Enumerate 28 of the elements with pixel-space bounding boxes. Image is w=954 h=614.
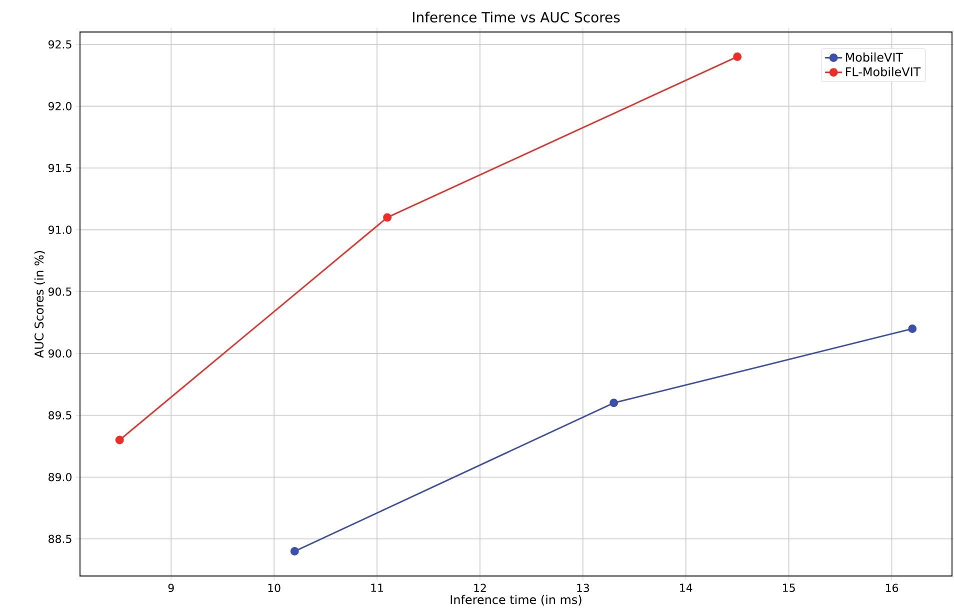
x-axis-title: Inference time (in ms) — [450, 594, 582, 606]
y-tick-label: 89.0 — [48, 472, 72, 482]
x-tick-label: 11 — [371, 584, 383, 592]
y-tick-label: 90.0 — [48, 349, 72, 358]
x-tick-label: 12 — [474, 584, 486, 592]
y-tick-label: 88.5 — [48, 534, 72, 544]
point — [610, 398, 618, 408]
y-tick-label: 91.5 — [48, 164, 72, 172]
x-tick-label: 14 — [680, 584, 692, 592]
x-tick-label: 15 — [783, 584, 795, 592]
legend-label: MobileVIT — [846, 52, 904, 62]
x-tick-label: 9 — [168, 584, 174, 592]
chart-title: Inference Time vs AUC Scores — [413, 12, 620, 22]
legend-label: FL-MobileVIT — [846, 67, 921, 76]
y-tick-label: 92.0 — [48, 102, 72, 110]
point — [908, 324, 917, 333]
y-axis-title: AUC Scores (in %) — [34, 251, 45, 358]
x-tick-label: 10 — [268, 584, 280, 592]
y-tick-label: 90.5 — [48, 288, 72, 296]
point — [733, 52, 742, 61]
y-tick-label: 92.5 — [48, 40, 72, 49]
point — [115, 436, 124, 444]
point — [290, 547, 299, 556]
y-tick-label: 91.0 — [48, 226, 72, 234]
x-tick-label: 13 — [577, 584, 590, 592]
y-tick-label: 89.5 — [48, 411, 72, 420]
point — [383, 213, 392, 222]
x-tick-label: 16 — [886, 584, 898, 592]
